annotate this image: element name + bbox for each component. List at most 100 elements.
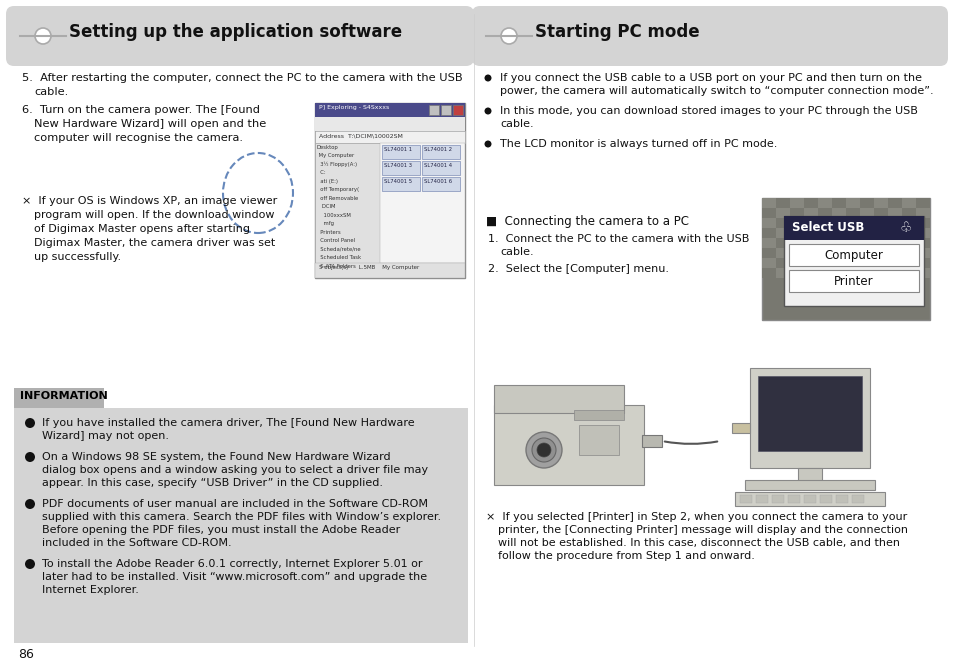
FancyBboxPatch shape xyxy=(761,268,775,278)
Text: Starting PC mode: Starting PC mode xyxy=(535,23,699,41)
FancyBboxPatch shape xyxy=(788,244,918,266)
FancyBboxPatch shape xyxy=(761,198,775,208)
Text: computer will recognise the camera.: computer will recognise the camera. xyxy=(34,133,243,143)
Text: Computer: Computer xyxy=(823,249,882,262)
Text: 100xxxSM: 100xxxSM xyxy=(316,213,351,218)
Text: If you have installed the camera driver, The [Found New Hardware: If you have installed the camera driver,… xyxy=(42,418,415,428)
Text: appear. In this case, specify “USB Driver” in the CD supplied.: appear. In this case, specify “USB Drive… xyxy=(42,478,382,488)
FancyBboxPatch shape xyxy=(873,258,887,268)
FancyBboxPatch shape xyxy=(803,238,817,248)
Text: P] Exploring - S4Sxxxs: P] Exploring - S4Sxxxs xyxy=(318,105,389,110)
FancyBboxPatch shape xyxy=(783,216,923,306)
FancyBboxPatch shape xyxy=(379,143,464,263)
Circle shape xyxy=(537,443,551,457)
FancyBboxPatch shape xyxy=(859,208,873,218)
FancyBboxPatch shape xyxy=(873,268,887,278)
FancyBboxPatch shape xyxy=(817,228,831,238)
FancyBboxPatch shape xyxy=(789,238,803,248)
Text: S-ATA Folders: S-ATA Folders xyxy=(316,264,355,269)
FancyBboxPatch shape xyxy=(761,238,775,248)
Text: 5.  After restarting the computer, connect the PC to the camera with the USB: 5. After restarting the computer, connec… xyxy=(22,73,462,83)
FancyBboxPatch shape xyxy=(859,248,873,258)
Text: On a Windows 98 SE system, the Found New Hardware Wizard: On a Windows 98 SE system, the Found New… xyxy=(42,452,390,462)
FancyBboxPatch shape xyxy=(873,218,887,228)
FancyBboxPatch shape xyxy=(453,105,462,115)
FancyBboxPatch shape xyxy=(314,143,379,263)
Circle shape xyxy=(25,418,35,428)
Text: PDF documents of user manual are included in the Software CD-ROM: PDF documents of user manual are include… xyxy=(42,499,428,509)
Text: mfg: mfg xyxy=(316,222,334,226)
FancyBboxPatch shape xyxy=(14,408,468,643)
FancyBboxPatch shape xyxy=(859,198,873,208)
Text: Digimax Master, the camera driver was set: Digimax Master, the camera driver was se… xyxy=(34,238,275,248)
Text: Address  T:\DCIM\10002SM: Address T:\DCIM\10002SM xyxy=(318,133,402,138)
FancyBboxPatch shape xyxy=(789,228,803,238)
Circle shape xyxy=(500,28,517,44)
Text: ati (E:): ati (E:) xyxy=(316,179,337,184)
FancyBboxPatch shape xyxy=(915,198,929,208)
Circle shape xyxy=(484,108,491,114)
FancyBboxPatch shape xyxy=(817,258,831,268)
Text: cable.: cable. xyxy=(499,119,533,129)
Text: To install the Adobe Reader 6.0.1 correctly, Internet Explorer 5.01 or: To install the Adobe Reader 6.0.1 correc… xyxy=(42,559,422,569)
FancyBboxPatch shape xyxy=(421,161,459,175)
FancyBboxPatch shape xyxy=(915,268,929,278)
FancyBboxPatch shape xyxy=(494,385,623,413)
FancyBboxPatch shape xyxy=(789,208,803,218)
FancyBboxPatch shape xyxy=(421,145,459,159)
FancyBboxPatch shape xyxy=(873,208,887,218)
FancyBboxPatch shape xyxy=(775,248,789,258)
FancyBboxPatch shape xyxy=(761,248,775,258)
Text: off Removable: off Removable xyxy=(316,196,359,201)
FancyBboxPatch shape xyxy=(789,268,803,278)
FancyBboxPatch shape xyxy=(817,248,831,258)
FancyBboxPatch shape xyxy=(887,208,901,218)
Circle shape xyxy=(484,141,491,147)
FancyBboxPatch shape xyxy=(789,248,803,258)
FancyBboxPatch shape xyxy=(803,198,817,208)
FancyBboxPatch shape xyxy=(873,248,887,258)
FancyBboxPatch shape xyxy=(314,263,464,278)
FancyBboxPatch shape xyxy=(761,198,929,320)
FancyBboxPatch shape xyxy=(845,228,859,238)
Circle shape xyxy=(35,28,51,44)
FancyBboxPatch shape xyxy=(744,480,874,490)
FancyBboxPatch shape xyxy=(859,218,873,228)
FancyBboxPatch shape xyxy=(831,208,845,218)
Circle shape xyxy=(25,452,35,462)
Text: SL74001 1: SL74001 1 xyxy=(384,147,412,152)
Text: ×  If you selected [Printer] in Step 2, when you connect the camera to your: × If you selected [Printer] in Step 2, w… xyxy=(485,512,906,522)
FancyBboxPatch shape xyxy=(817,208,831,218)
FancyBboxPatch shape xyxy=(6,6,474,66)
Circle shape xyxy=(532,438,556,462)
FancyBboxPatch shape xyxy=(641,435,661,447)
FancyBboxPatch shape xyxy=(831,258,845,268)
Text: Printers: Printers xyxy=(316,230,340,235)
FancyBboxPatch shape xyxy=(803,228,817,238)
FancyBboxPatch shape xyxy=(740,495,751,503)
FancyBboxPatch shape xyxy=(845,218,859,228)
FancyBboxPatch shape xyxy=(803,248,817,258)
Text: 86: 86 xyxy=(18,648,34,660)
FancyBboxPatch shape xyxy=(901,258,915,268)
Text: dialog box opens and a window asking you to select a driver file may: dialog box opens and a window asking you… xyxy=(42,465,428,475)
Text: Internet Explorer.: Internet Explorer. xyxy=(42,585,139,595)
Circle shape xyxy=(525,432,561,468)
FancyBboxPatch shape xyxy=(789,198,803,208)
FancyBboxPatch shape xyxy=(755,495,767,503)
FancyBboxPatch shape xyxy=(859,268,873,278)
FancyBboxPatch shape xyxy=(901,208,915,218)
Text: SL74001 4: SL74001 4 xyxy=(423,163,452,168)
FancyBboxPatch shape xyxy=(835,495,847,503)
FancyBboxPatch shape xyxy=(803,495,815,503)
FancyBboxPatch shape xyxy=(797,468,821,483)
FancyBboxPatch shape xyxy=(771,495,783,503)
Text: Desktop: Desktop xyxy=(316,145,338,150)
FancyBboxPatch shape xyxy=(789,218,803,228)
Text: SL74001 6: SL74001 6 xyxy=(423,179,452,184)
FancyBboxPatch shape xyxy=(901,228,915,238)
FancyBboxPatch shape xyxy=(775,228,789,238)
FancyBboxPatch shape xyxy=(915,248,929,258)
Text: 6.  Turn on the camera power. The [Found: 6. Turn on the camera power. The [Found xyxy=(22,105,260,115)
FancyBboxPatch shape xyxy=(901,268,915,278)
